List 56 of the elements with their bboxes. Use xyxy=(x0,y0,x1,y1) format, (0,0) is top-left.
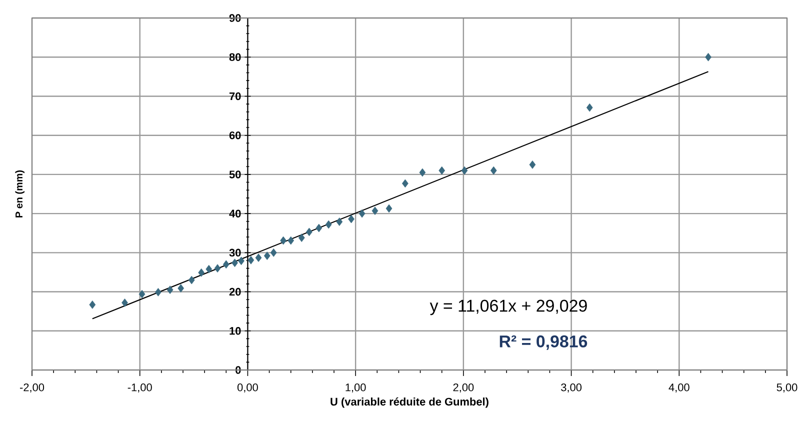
point xyxy=(248,256,254,264)
point xyxy=(438,166,446,175)
point xyxy=(490,166,497,175)
point xyxy=(419,168,426,177)
point xyxy=(529,160,536,169)
point xyxy=(705,52,712,62)
point xyxy=(325,220,332,229)
point xyxy=(316,224,322,232)
point xyxy=(288,236,294,245)
y-tick-label: 60 xyxy=(229,131,241,140)
point xyxy=(298,234,305,242)
x-tick-label: 1,00 xyxy=(346,383,366,393)
x-tick-label: 3,00 xyxy=(561,383,582,393)
point xyxy=(402,179,408,188)
point xyxy=(188,276,195,284)
point xyxy=(122,298,128,307)
point xyxy=(89,300,96,309)
x-tick-label: 4,00 xyxy=(668,383,690,393)
x-tick-label: -2,00 xyxy=(20,383,44,393)
point xyxy=(155,288,162,296)
point xyxy=(280,236,286,245)
point xyxy=(461,166,468,175)
point xyxy=(264,252,270,260)
point xyxy=(306,228,312,236)
point xyxy=(255,254,262,262)
x-tick-label: -1,00 xyxy=(128,383,152,393)
y-tick-label: 40 xyxy=(229,210,241,218)
x-axis-title: U (variable réduite de Gumbel) xyxy=(330,397,488,408)
point xyxy=(386,204,392,213)
y-tick-label: 70 xyxy=(229,92,241,100)
y-tick-label: 10 xyxy=(230,327,241,335)
annotation: R² = 0,9816 xyxy=(500,335,588,350)
point xyxy=(206,264,212,274)
y-tick-label: 30 xyxy=(229,248,241,257)
point xyxy=(214,264,221,272)
point xyxy=(372,206,378,216)
point xyxy=(238,256,244,266)
y-tick-label: 80 xyxy=(229,53,241,61)
y-axis-title: P en (mm) xyxy=(15,170,24,218)
point xyxy=(232,258,238,268)
point xyxy=(178,284,184,292)
point xyxy=(222,260,230,269)
point xyxy=(270,248,277,257)
point xyxy=(586,103,593,112)
annotation: y = 11,061x + 29,029 xyxy=(430,300,587,316)
point xyxy=(358,209,366,218)
x-tick-label: 0,00 xyxy=(237,383,258,393)
y-tick-label: 50 xyxy=(229,170,241,178)
y-tick-label: 20 xyxy=(229,288,241,296)
point xyxy=(166,286,174,294)
x-tick-label: 2,00 xyxy=(453,383,474,393)
point xyxy=(138,290,146,298)
x-tick-label: 5,00 xyxy=(776,383,798,393)
point xyxy=(336,218,343,226)
point xyxy=(198,268,205,277)
point xyxy=(348,214,354,224)
